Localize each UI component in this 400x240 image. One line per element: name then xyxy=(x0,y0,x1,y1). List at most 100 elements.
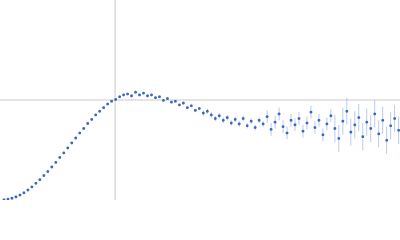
data-point xyxy=(209,113,213,117)
data-point xyxy=(98,109,102,113)
data-point xyxy=(365,120,369,124)
data-point xyxy=(261,122,265,126)
data-point xyxy=(373,112,377,116)
data-point xyxy=(18,193,22,197)
data-point xyxy=(221,118,225,122)
data-point xyxy=(154,96,157,100)
data-point xyxy=(317,118,321,122)
data-point xyxy=(122,93,125,97)
data-point xyxy=(142,91,145,95)
data-point xyxy=(150,93,153,97)
data-point xyxy=(349,130,353,134)
data-point xyxy=(361,135,365,138)
data-point xyxy=(285,131,289,135)
data-point xyxy=(130,94,133,98)
data-point xyxy=(10,196,14,200)
data-point xyxy=(313,126,317,129)
data-point xyxy=(50,165,54,169)
data-point xyxy=(289,118,293,122)
data-point xyxy=(385,138,389,142)
data-point xyxy=(22,191,26,195)
data-point xyxy=(74,136,78,140)
data-point xyxy=(34,181,38,185)
data-point xyxy=(146,94,149,98)
data-point xyxy=(241,117,245,120)
data-point xyxy=(297,117,301,120)
data-point xyxy=(174,99,177,103)
data-point xyxy=(197,107,201,110)
data-point xyxy=(102,106,106,110)
data-point xyxy=(162,98,165,102)
data-point xyxy=(205,109,209,113)
data-point xyxy=(213,117,217,120)
data-point xyxy=(46,170,50,173)
data-point xyxy=(397,128,400,132)
data-point xyxy=(333,127,337,130)
data-point xyxy=(94,113,98,117)
data-point xyxy=(305,121,309,125)
data-point xyxy=(58,156,62,159)
data-point xyxy=(389,124,393,128)
data-point xyxy=(78,131,82,135)
page: (() => { const data = JSON.parse(documen… xyxy=(0,0,400,200)
data-point xyxy=(158,95,161,99)
data-point xyxy=(6,197,10,200)
data-point xyxy=(249,119,253,123)
data-point xyxy=(253,126,257,129)
data-point xyxy=(110,99,114,103)
data-point xyxy=(118,95,122,99)
data-point xyxy=(66,146,70,150)
data-point xyxy=(245,124,249,128)
data-point xyxy=(357,116,361,119)
data-point xyxy=(178,103,181,107)
data-point xyxy=(138,93,141,97)
data-point xyxy=(114,98,118,101)
data-point xyxy=(201,111,205,115)
data-point xyxy=(301,129,305,133)
data-point xyxy=(185,106,189,110)
data-point xyxy=(86,122,90,125)
data-point xyxy=(38,178,42,182)
data-point xyxy=(2,198,6,200)
data-point xyxy=(225,116,229,119)
data-point xyxy=(181,101,185,105)
data-point xyxy=(393,117,397,120)
data-point xyxy=(70,141,74,145)
data-point xyxy=(269,127,273,131)
data-point xyxy=(257,118,261,122)
chart xyxy=(0,0,400,200)
data-point xyxy=(217,114,221,118)
data-point xyxy=(106,102,110,106)
data-point xyxy=(237,122,241,126)
data-point xyxy=(62,151,66,155)
data-point xyxy=(82,127,86,130)
data-point xyxy=(293,123,297,127)
data-point xyxy=(377,132,381,136)
data-point xyxy=(345,109,349,113)
data-point xyxy=(54,161,58,164)
data-point xyxy=(325,122,329,126)
data-point xyxy=(189,104,193,108)
data-point xyxy=(170,100,173,104)
data-point xyxy=(277,112,281,116)
data-point xyxy=(353,123,357,127)
data-point xyxy=(30,185,34,189)
data-point xyxy=(193,108,197,112)
data-point xyxy=(273,120,277,124)
data-point xyxy=(90,117,94,121)
data-point xyxy=(233,117,237,121)
data-point xyxy=(309,110,313,114)
data-point xyxy=(321,133,325,137)
data-point xyxy=(265,115,269,119)
data-point xyxy=(369,127,373,130)
data-point xyxy=(14,195,18,199)
data-point xyxy=(229,121,233,125)
data-point xyxy=(341,119,345,123)
data-point xyxy=(126,92,129,96)
data-point xyxy=(42,174,46,177)
data-point xyxy=(134,90,137,94)
data-point xyxy=(26,188,30,192)
data-point xyxy=(337,137,341,140)
data-point xyxy=(166,97,169,100)
data-point xyxy=(329,114,333,118)
